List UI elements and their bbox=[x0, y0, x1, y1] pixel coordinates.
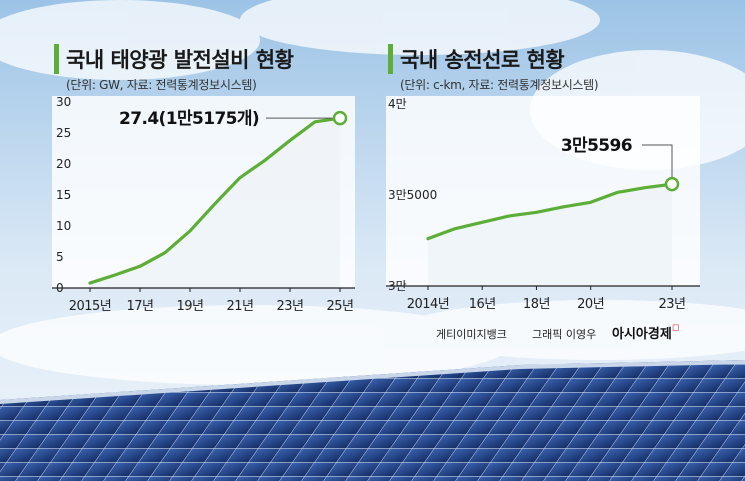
right-chart-title: 국내 송전선로 현황 bbox=[400, 48, 565, 72]
solar-panel-frame bbox=[0, 360, 745, 404]
x-tick-label: 23년 bbox=[276, 299, 303, 314]
callout-label: 3만5596 bbox=[561, 136, 632, 156]
series-area bbox=[90, 118, 340, 289]
y-tick-label: 3만5000 bbox=[388, 188, 437, 202]
y-tick-label: 5 bbox=[56, 250, 64, 264]
left-chart-title: 국내 태양광 발전설비 현황 bbox=[66, 48, 294, 72]
graphic-credit: 그래픽 이영우 bbox=[532, 328, 597, 341]
y-tick-label: 0 bbox=[56, 281, 64, 295]
left-title-accent bbox=[54, 44, 59, 74]
publisher-name: 아시아경제 bbox=[612, 327, 672, 342]
clouds bbox=[0, 0, 745, 385]
y-tick-label: 25 bbox=[56, 126, 71, 140]
callout-label: 27.4(1만5175개) bbox=[119, 109, 259, 129]
publisher-logo: 아시아경제◻ bbox=[612, 323, 680, 342]
x-tick-label: 2015년 bbox=[69, 299, 112, 314]
series-line bbox=[426, 182, 674, 241]
photo-credit: 게티이미지뱅크 bbox=[436, 328, 507, 341]
x-tick-label: 18년 bbox=[523, 297, 550, 312]
y-tick-label: 20 bbox=[56, 157, 71, 171]
callout-leader bbox=[642, 144, 673, 178]
y-tick-label: 3만 bbox=[388, 279, 407, 293]
y-tick-label: 15 bbox=[56, 188, 71, 202]
x-tick-label: 2014년 bbox=[407, 297, 450, 312]
left-chart-unit: (단위: GW, 자료: 전력통계정보시스템) bbox=[66, 78, 257, 92]
right-title-accent bbox=[388, 44, 393, 74]
x-tick-label: 16년 bbox=[469, 297, 496, 312]
x-tick-label: 23년 bbox=[658, 297, 685, 312]
x-tick-label: 19년 bbox=[176, 299, 203, 314]
y-tick-label: 4만 bbox=[388, 97, 407, 111]
y-tick-label: 10 bbox=[56, 219, 71, 233]
x-tick-label: 20년 bbox=[577, 297, 604, 312]
y-tick-label: 30 bbox=[56, 95, 71, 109]
end-point-marker bbox=[332, 110, 348, 126]
end-point-marker bbox=[664, 176, 680, 192]
x-tick-label: 21년 bbox=[226, 299, 253, 314]
right-chart-unit: (단위: c-km, 자료: 전력통계정보시스템) bbox=[400, 78, 599, 92]
x-tick-label: 17년 bbox=[126, 299, 153, 314]
series-line bbox=[88, 116, 342, 285]
series-area bbox=[428, 184, 672, 286]
transmission-line-chart: 3만 3만5000 4만 2014년 16년 18년 20년 23년 3만5596 bbox=[386, 96, 700, 312]
solar-capacity-chart: 0 5 10 15 20 25 30 2015년 17년 19년 21년 23년 25년 27.4(1만5… bbox=[52, 95, 355, 314]
x-tick-label: 25년 bbox=[326, 299, 353, 314]
